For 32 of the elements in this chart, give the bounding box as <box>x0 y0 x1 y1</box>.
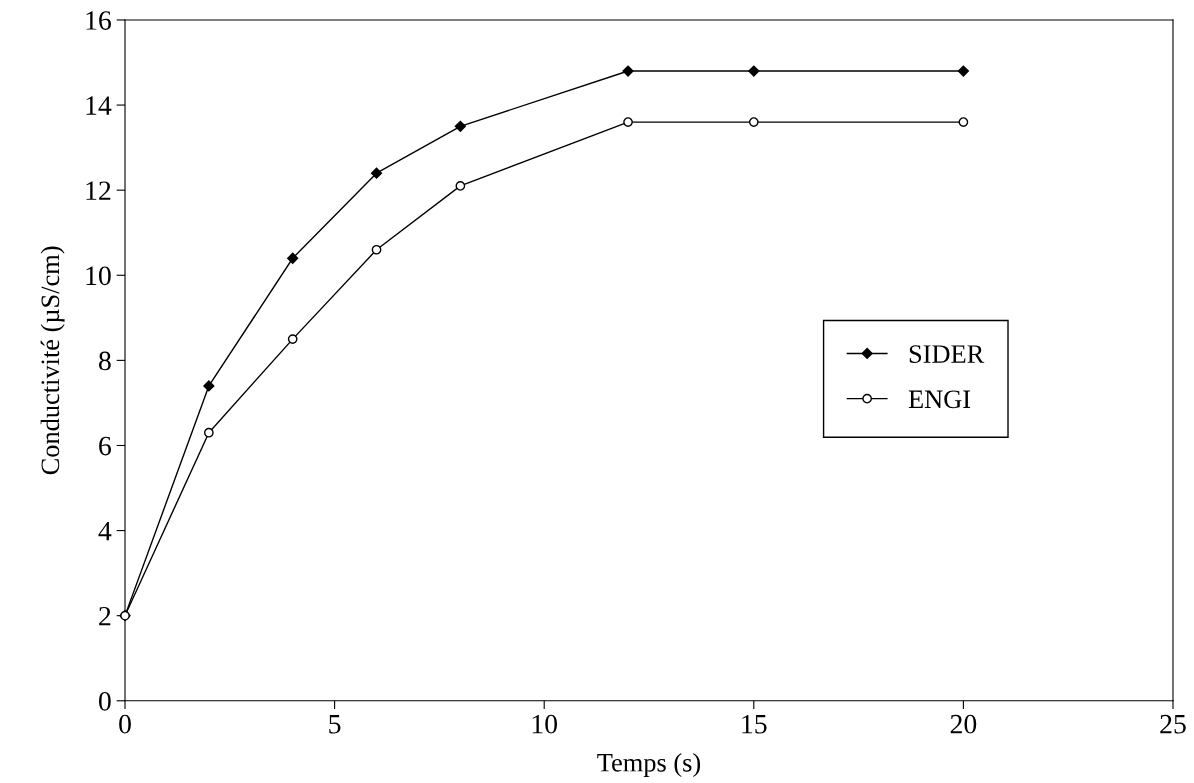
point <box>748 117 759 127</box>
y-axis-title: Conductivité (µS/cm) <box>40 246 65 475</box>
point <box>370 167 383 179</box>
x-tick-label: 5 <box>329 715 341 734</box>
point <box>958 117 969 127</box>
y-tick-label: 2 <box>99 606 111 626</box>
y-tick-label: 0 <box>98 691 111 711</box>
y-tick-label: 14 <box>86 96 112 115</box>
point <box>203 380 215 392</box>
x-tick-label: 0 <box>119 714 131 734</box>
y-tick-label: 4 <box>98 521 112 541</box>
x-axis-title: Temps (s) <box>597 753 701 777</box>
point <box>748 65 760 77</box>
y-tick-label: 16 <box>86 11 111 30</box>
point <box>287 334 298 344</box>
legend-label: ENGI <box>908 390 971 409</box>
point <box>371 244 382 255</box>
point <box>623 117 633 127</box>
point <box>203 427 214 438</box>
x-tick-label: 10 <box>532 714 558 734</box>
legend-label: SIDER <box>909 345 985 363</box>
y-tick-label: 8 <box>98 351 111 371</box>
y-tick-label: 12 <box>86 181 111 200</box>
y-tick-label: 6 <box>99 436 111 456</box>
point <box>287 252 299 264</box>
x-tick-label: 15 <box>742 714 767 734</box>
x-tick-label: 20 <box>950 714 977 734</box>
point <box>454 120 466 132</box>
point <box>455 181 466 191</box>
y-tick-label: 10 <box>86 266 111 286</box>
point <box>957 65 969 77</box>
x-tick-label: 25 <box>1160 714 1186 734</box>
